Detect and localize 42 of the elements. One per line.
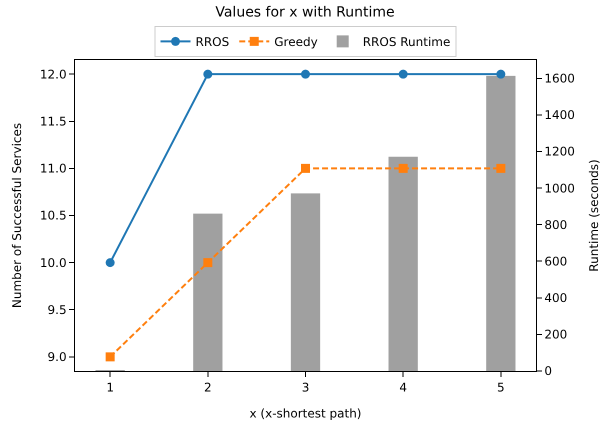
point [496,70,506,79]
point [301,164,310,173]
y-tick-label: 10.0 [40,256,67,270]
y2-axis-title: Runtime (seconds) [586,159,601,272]
y-tick-label: 10.5 [40,208,67,223]
y2-tick-label: 600 [544,254,568,268]
x-tick-label: 2 [204,380,212,394]
y-tick-label: 9.5 [48,302,67,317]
y-tick-label: 11.5 [40,114,67,128]
point [203,70,212,79]
y2-tick-label: 800 [544,218,568,232]
point [106,352,115,362]
x-axis-title: x (x-shortest path) [250,406,362,420]
point [398,164,408,173]
point [106,258,115,268]
y2-tick-label: 1400 [544,108,575,122]
bar [290,193,320,371]
x-tick-label: 3 [302,380,310,394]
point [398,70,408,79]
bar [193,214,222,371]
point [496,164,506,173]
y2-tick-label: 1200 [544,144,575,159]
point [203,258,212,268]
legend-label: Greedy [274,35,318,50]
x-tick-label: 1 [106,380,114,394]
y-axis-title: Number of Successful Services [10,122,24,308]
y2-tick-label: 400 [544,291,568,306]
y2-tick-label: 1000 [544,181,575,196]
x-tick-label: 4 [399,380,407,394]
chart-title: Values for x with Runtime [215,4,395,20]
y2-tick-label: 200 [544,328,568,342]
y-tick-label: 12.0 [40,67,67,82]
y2-tick-label: 0 [544,364,552,378]
y-tick-label: 11.0 [40,162,67,176]
legend-label: RROS [196,35,230,50]
point [301,70,310,79]
bar [388,156,418,371]
x-tick-label: 5 [497,380,505,394]
y2-tick-label: 1600 [544,71,575,86]
y-tick-label: 9.0 [48,350,67,364]
bar [486,76,516,371]
legend-label: RROS Runtime [362,35,450,50]
